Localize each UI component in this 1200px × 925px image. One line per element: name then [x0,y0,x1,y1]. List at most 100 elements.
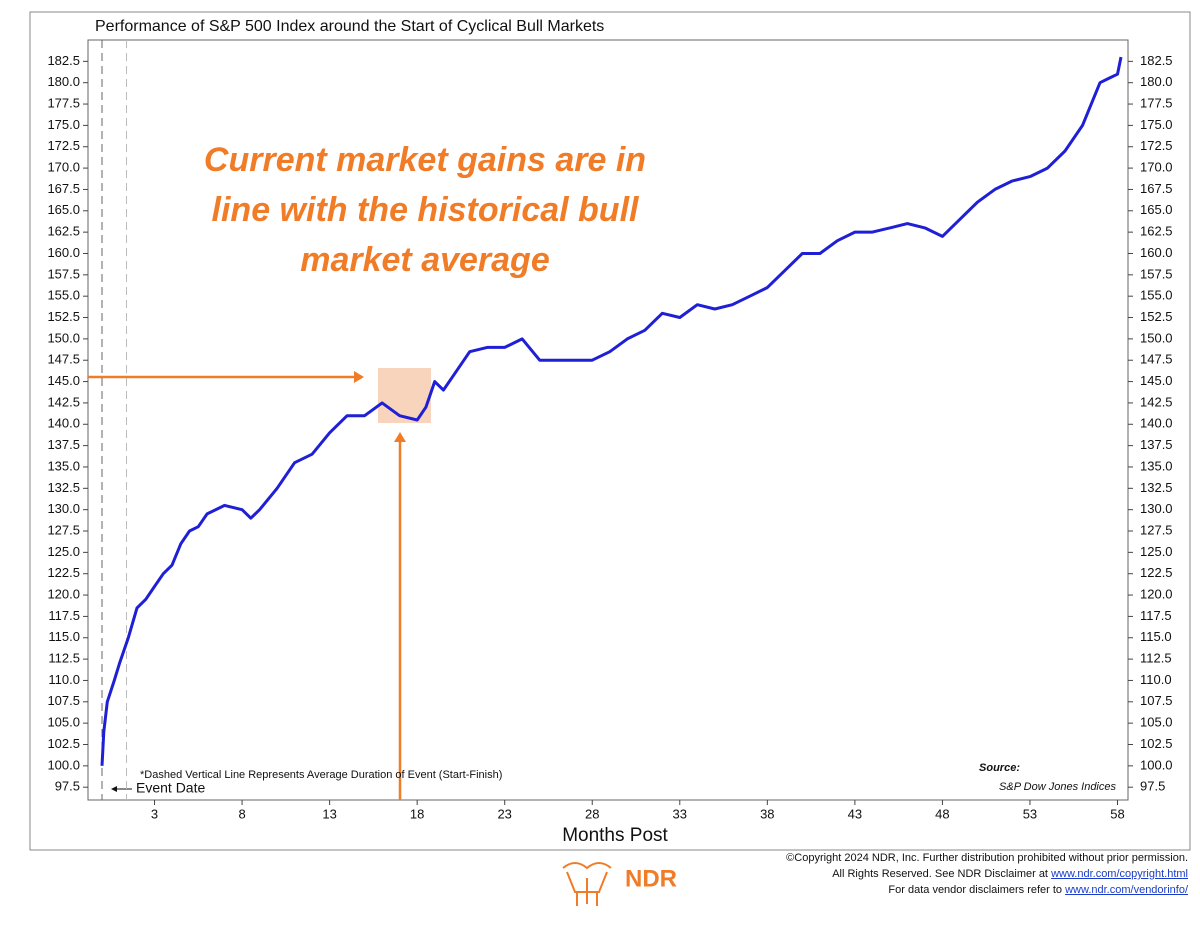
disclaimer: All Rights Reserved. See NDR Disclaimer … [832,868,1188,880]
y-tick-label: 180.0 [47,74,80,89]
link[interactable]: www.ndr.com/copyright.html [1051,868,1188,880]
y-tick-label: 155.0 [47,288,80,303]
x-axis-label: Months Post [562,825,668,846]
outer-frame [29,11,1191,851]
y-tick-label: 125.0 [1140,544,1173,559]
x-tick-label: 58 [1110,806,1124,821]
y-tick-label: 182.5 [47,53,80,68]
x-tick-label: 18 [410,806,424,821]
y-tick-label: 150.0 [47,330,80,345]
y-tick-label: 147.5 [1140,352,1173,367]
y-tick-label: 112.5 [48,651,80,666]
y-tick-label: 122.5 [47,565,80,580]
y-tick-label: 97.5 [1140,779,1165,794]
y-tick-label: 167.5 [1140,181,1173,196]
annotation-line: market average [300,241,550,279]
y-tick-label: 152.5 [47,309,80,324]
y-tick-label: 117.5 [1140,608,1172,623]
highlight-box [378,368,431,423]
y-tick-label: 102.5 [1140,736,1173,751]
x-tick-label: 33 [673,806,687,821]
y-tick-label: 130.0 [47,501,80,516]
y-tick-label: 170.0 [47,160,80,175]
x-tick-label: 8 [238,806,245,821]
annotation-line: Current market gains are in [204,141,646,179]
y-tick-label: 182.5 [1140,53,1173,68]
y-tick-label: 110.0 [48,672,80,687]
x-tick-label: 48 [935,806,949,821]
source: S&P Dow Jones Indices [999,781,1116,793]
y-tick-label: 122.5 [1140,565,1173,580]
y-tick-label: 160.0 [47,245,80,260]
y-tick-label: 150.0 [1140,330,1173,345]
y-tick-label: 157.5 [1140,266,1173,281]
y-tick-label: 125.0 [47,544,80,559]
y-tick-label: 115.0 [48,629,80,644]
y-tick-label: 120.0 [1140,586,1173,601]
y-tick-label: 105.0 [1140,715,1173,730]
y-tick-label: 135.0 [47,458,80,473]
vendor-info: For data vendor disclaimers refer to www… [888,884,1188,896]
x-tick-label: 53 [1023,806,1037,821]
logo-icon [562,862,612,906]
y-tick-label: 162.5 [1140,224,1173,239]
arrows [88,371,406,800]
footnote: *Dashed Vertical Line Represents Average… [140,769,502,781]
x-tick-label: 23 [497,806,511,821]
y-tick-label: 180.0 [1140,74,1173,89]
y-tick-label: 110.0 [1140,672,1172,687]
y-tick-label: 115.0 [1140,629,1172,644]
x-tick-label: 3 [151,806,158,821]
arrowhead [354,371,364,383]
vendor-text: For data vendor disclaimers refer to [888,884,1066,896]
y-tick-label: 140.0 [47,416,80,431]
y-tick-label: 165.0 [1140,202,1173,217]
event-label: Event Date [136,780,205,796]
y-tick-label: 172.5 [47,138,80,153]
x-tick-label: 28 [585,806,599,821]
y-tick-label: 130.0 [1140,501,1173,516]
y-tick-label: 170.0 [1140,160,1173,175]
y-tick-label: 175.0 [47,117,80,132]
y-tick-label: 172.5 [1140,138,1173,153]
data-line [100,56,1123,766]
y-tick-label: 105.0 [47,715,80,730]
y-tick-label: 100.0 [47,757,80,772]
y-tick-label: 140.0 [1140,416,1173,431]
event-arrowhead [111,786,117,792]
y-tick-label: 132.5 [47,480,80,495]
y-tick-label: 145.0 [1140,373,1173,388]
y-tick-label: 127.5 [47,522,80,537]
y-tick-label: 177.5 [47,95,80,110]
x-tick-label: 13 [322,806,336,821]
y-tick-label: 102.5 [47,736,80,751]
y-tick-label: 107.5 [47,693,80,708]
x-tick-label: 43 [848,806,862,821]
y-tick-label: 100.0 [1140,757,1173,772]
y-tick-label: 152.5 [1140,309,1173,324]
y-tick-label: 117.5 [48,608,80,623]
y-tick-label: 142.5 [47,394,80,409]
logo-shape [562,862,612,906]
y-tick-label: 162.5 [47,224,80,239]
y-tick-label: 145.0 [47,373,80,388]
y-tick-label: 137.5 [47,437,80,452]
link[interactable]: www.ndr.com/vendorinfo/ [1065,884,1188,896]
y-tick-label: 120.0 [47,586,80,601]
y-tick-label: 97.5 [55,779,80,794]
y-tick-label: 167.5 [47,181,80,196]
x-tick-label: 38 [760,806,774,821]
source-title: Source: [979,762,1020,774]
y-tick-label: 135.0 [1140,458,1173,473]
arrowhead [394,432,406,442]
copyright: ©Copyright 2024 NDR, Inc. Further distri… [786,852,1188,864]
y-tick-label: 177.5 [1140,95,1173,110]
annotation-line: line with the historical bull [212,191,640,229]
y-tick-label: 132.5 [1140,480,1173,495]
y-tick-label: 127.5 [1140,522,1173,537]
y-tick-label: 112.5 [1140,651,1172,666]
y-tick-label: 107.5 [1140,693,1173,708]
y-tick-label: 155.0 [1140,288,1173,303]
